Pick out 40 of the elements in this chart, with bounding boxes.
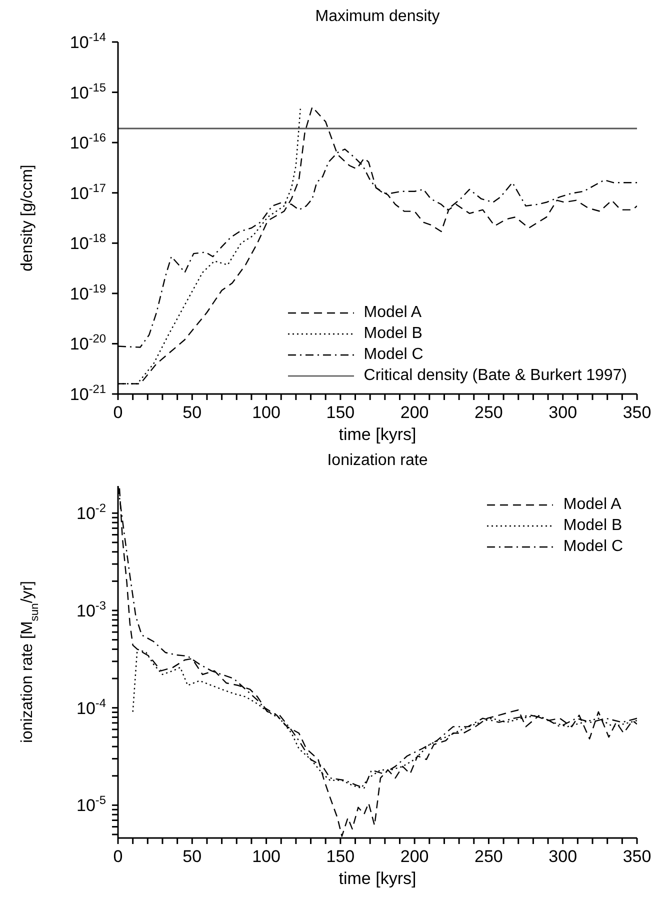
x-tick-label: 350 [622,847,652,866]
chart-title: Ionization rate [326,452,429,470]
legend-label: Critical density (Bate & Burkert 1997) [364,366,627,384]
x-tick-label: 250 [474,847,503,866]
x-tick-label: 50 [182,847,202,866]
x-tick-label: 350 [622,403,652,422]
legend-label: Model C [364,346,424,364]
y-tick-label: 10$^{-17}$ [70,180,106,203]
x-tick-label: 300 [548,847,578,866]
y-tick-label: 10$^{-15}$ [70,80,106,102]
x-tick-label: 0 [113,403,123,422]
x-tick-label: 0 [113,847,123,866]
legend-label: Model B [364,324,422,342]
y-tick-label: 10$^{-19}$ [70,281,106,304]
x-axis-title: time [kyrs] [338,869,416,888]
x-tick-label: 300 [548,403,578,422]
legend-label: Model A [563,496,622,514]
y-tick-label: 10$^{-3}$ [76,598,106,620]
legend-label: Model A [364,304,422,322]
y-tick-label: 10$^{-2}$ [76,501,106,524]
y-tick-label: 10$^{-4}$ [76,696,106,718]
x-tick-label: 250 [474,403,503,422]
y-tick-label: 10$^{-20}$ [70,332,106,354]
x-tick-label: 100 [252,403,280,422]
x-tick-label: 50 [182,403,202,422]
y-axis-title: density [g/ccm] [19,164,36,272]
x-axis-title: time [kyrs] [338,425,416,444]
legend-label: Model C [563,538,623,556]
x-tick-label: 100 [252,847,280,866]
chart-title: Maximum density [314,8,441,26]
y-tick-label: 10$^{-5}$ [76,793,106,816]
y-tick-label: 10$^{-16}$ [70,130,106,153]
x-tick-label: 150 [326,403,355,422]
legend-label: Model B [563,516,622,534]
y-tick-label: 10$^{-18}$ [70,231,106,254]
x-tick-label: 200 [400,403,429,422]
x-tick-label: 150 [326,847,355,866]
y-tick-label: 10$^{-21}$ [70,382,106,404]
y-tick-label: 10$^{-14}$ [70,30,106,52]
x-tick-label: 200 [400,847,429,866]
